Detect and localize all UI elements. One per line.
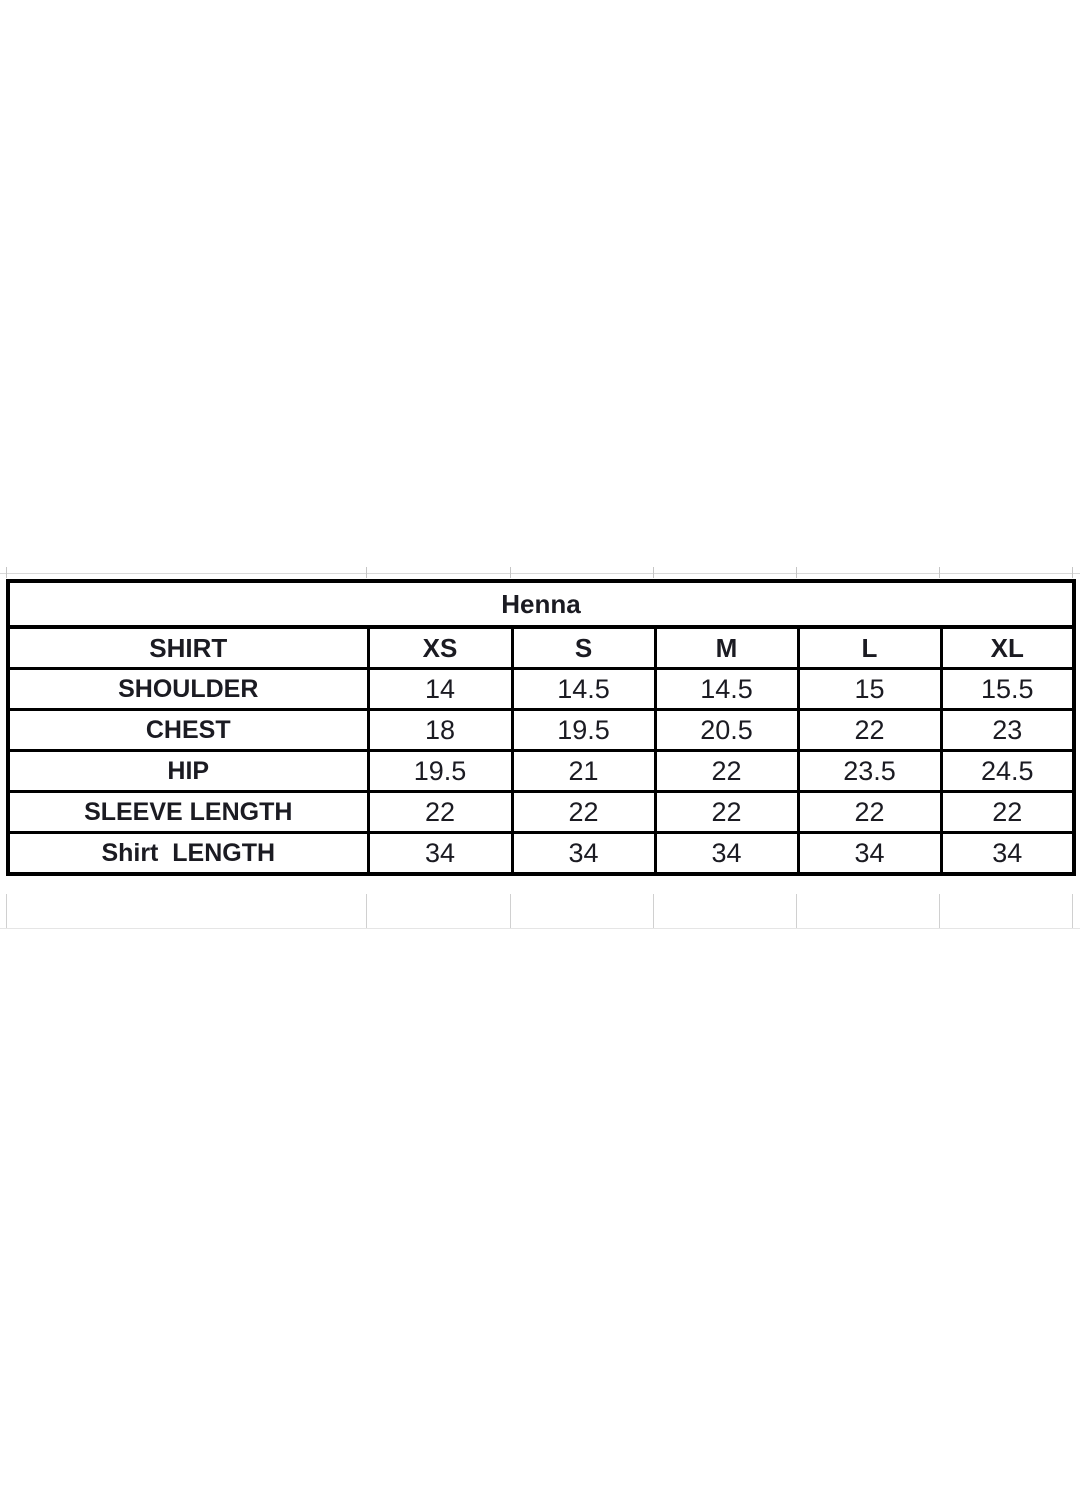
table-cell: 15 [796, 667, 943, 711]
table-cell: 19.5 [366, 749, 514, 793]
table-row-hip: HIP 19.5 21 22 23.5 24.5 [6, 749, 1076, 793]
table-cell: 18 [366, 708, 514, 752]
row-label: Shirt LENGTH [6, 831, 370, 876]
table-cell: 22 [796, 708, 943, 752]
sheet-gridline-below [653, 894, 654, 928]
table-cell: 22 [366, 790, 514, 834]
row-label: SHOULDER [6, 667, 370, 711]
table-cell: 22 [653, 749, 800, 793]
table-row-chest: CHEST 18 19.5 20.5 22 23 [6, 708, 1076, 752]
sheet-gridline-tick [1072, 567, 1073, 578]
sheet-gridline-top [0, 573, 1080, 574]
table-cell: 23 [939, 708, 1076, 752]
table-cell: 15.5 [939, 667, 1076, 711]
sheet-gridline-below [939, 894, 940, 928]
table-cell: 22 [653, 790, 800, 834]
sheet-gridline-tick [510, 567, 511, 578]
table-header-row: SHIRT XS S M L XL [6, 625, 1076, 670]
table-cell: 34 [939, 831, 1076, 876]
table-cell: 34 [796, 831, 943, 876]
table-title: Henna [6, 579, 1076, 629]
header-cell-m: M [653, 625, 800, 670]
table-cell: 20.5 [653, 708, 800, 752]
sheet-gridline-tick [796, 567, 797, 578]
size-chart-table: Henna SHIRT XS S M L XL SHOULDER 14 14.5… [6, 579, 1077, 876]
table-row-sleeve-length: SLEEVE LENGTH 22 22 22 22 22 [6, 790, 1076, 834]
table-cell: 22 [796, 790, 943, 834]
table-cell: 24.5 [939, 749, 1076, 793]
header-cell-xl: XL [939, 625, 1076, 670]
sheet-gridline-tick [366, 567, 367, 578]
sheet-gridline-below [6, 894, 7, 928]
sheet-gridline-below [366, 894, 367, 928]
sheet-gridline-tick [939, 567, 940, 578]
header-cell-shirt: SHIRT [6, 625, 370, 670]
table-cell: 19.5 [510, 708, 657, 752]
header-cell-s: S [510, 625, 657, 670]
table-cell: 14.5 [510, 667, 657, 711]
table-cell: 34 [366, 831, 514, 876]
table-row-shoulder: SHOULDER 14 14.5 14.5 15 15.5 [6, 667, 1076, 711]
header-cell-xs: XS [366, 625, 514, 670]
table-cell: 14.5 [653, 667, 800, 711]
table-cell: 14 [366, 667, 514, 711]
sheet-gridline-below [510, 894, 511, 928]
row-label: HIP [6, 749, 370, 793]
table-row-shirt-length: Shirt LENGTH 34 34 34 34 34 [6, 831, 1076, 876]
table-cell: 22 [939, 790, 1076, 834]
table-cell: 23.5 [796, 749, 943, 793]
table-cell: 34 [510, 831, 657, 876]
table-cell: 34 [653, 831, 800, 876]
header-cell-l: L [796, 625, 943, 670]
table-cell: 22 [510, 790, 657, 834]
row-label: SLEEVE LENGTH [6, 790, 370, 834]
row-label: CHEST [6, 708, 370, 752]
sheet-gridline-tick [653, 567, 654, 578]
sheet-gridline-bottom [0, 928, 1080, 929]
table-title-row: Henna [6, 579, 1076, 629]
sheet-gridline-below [1072, 894, 1073, 928]
table-cell: 21 [510, 749, 657, 793]
sheet-gridline-below [796, 894, 797, 928]
sheet-gridline-tick [6, 567, 7, 578]
